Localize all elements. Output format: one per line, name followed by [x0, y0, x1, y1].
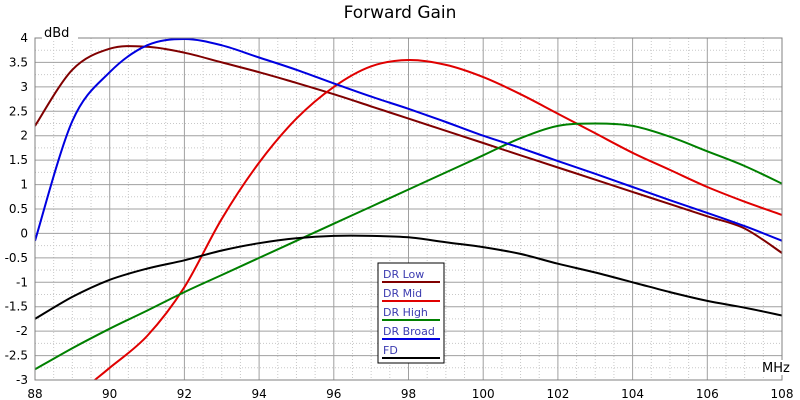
series-line-dr-low [35, 45, 782, 254]
y-tick-label: 2 [20, 129, 28, 143]
x-tick-label: 104 [621, 387, 644, 400]
series-line-fd [35, 234, 782, 320]
legend-label: DR High [383, 306, 428, 319]
y-tick-label: 1.5 [9, 153, 28, 167]
y-tick-label: 1 [20, 178, 28, 192]
x-tick-label: 108 [771, 387, 794, 400]
x-unit-background [760, 360, 798, 375]
y-tick-label: -0.5 [5, 251, 28, 265]
y-tick-label: 3 [20, 80, 28, 94]
y-axis-label: dBd [44, 26, 69, 41]
series-line-dr-high [35, 122, 782, 371]
x-tick-label: 96 [326, 387, 341, 400]
y-unit-background [42, 25, 78, 40]
x-tick-label: 88 [27, 387, 42, 400]
plot-frame [34, 37, 783, 381]
series-line-dr-mid [94, 58, 782, 380]
legend-label: DR Mid [383, 287, 422, 300]
x-tick-label: 98 [401, 387, 416, 400]
y-tick-label: -3 [16, 373, 28, 387]
y-tick-label: 3.5 [9, 55, 28, 69]
x-tick-label: 94 [251, 387, 266, 400]
legend-label: DR Broad [383, 325, 435, 338]
legend-label: FD [383, 344, 398, 357]
y-tick-label: -1.5 [5, 300, 28, 314]
series-line-dr-broad [35, 38, 782, 242]
x-tick-label: 100 [472, 387, 495, 400]
y-tick-label: -2.5 [5, 349, 28, 363]
series-lines [35, 38, 782, 380]
y-tick-label: 0 [20, 226, 28, 240]
x-axis-label: MHz [762, 361, 790, 376]
y-tick-label: -1 [16, 275, 28, 289]
x-tick-label: 92 [177, 387, 192, 400]
y-tick-label: 4 [20, 31, 28, 45]
grid [34, 37, 783, 381]
legend: DR Low DR Mid DR High DR Broad FD [377, 262, 445, 364]
y-tick-label: 2.5 [9, 104, 28, 118]
chart-title: Forward Gain [344, 3, 457, 23]
legend-box [377, 262, 445, 364]
legend-label: DR Low [383, 268, 424, 281]
axis-ticks: 88 90 92 94 96 98 100 102 104 106 108-3-2.5-2-1.5-… [5, 31, 794, 400]
y-tick-label: -2 [16, 324, 28, 338]
y-tick-label: 0.5 [9, 202, 28, 216]
x-tick-label: 106 [696, 387, 719, 400]
x-tick-label: 102 [546, 387, 569, 400]
x-tick-label: 90 [102, 387, 117, 400]
